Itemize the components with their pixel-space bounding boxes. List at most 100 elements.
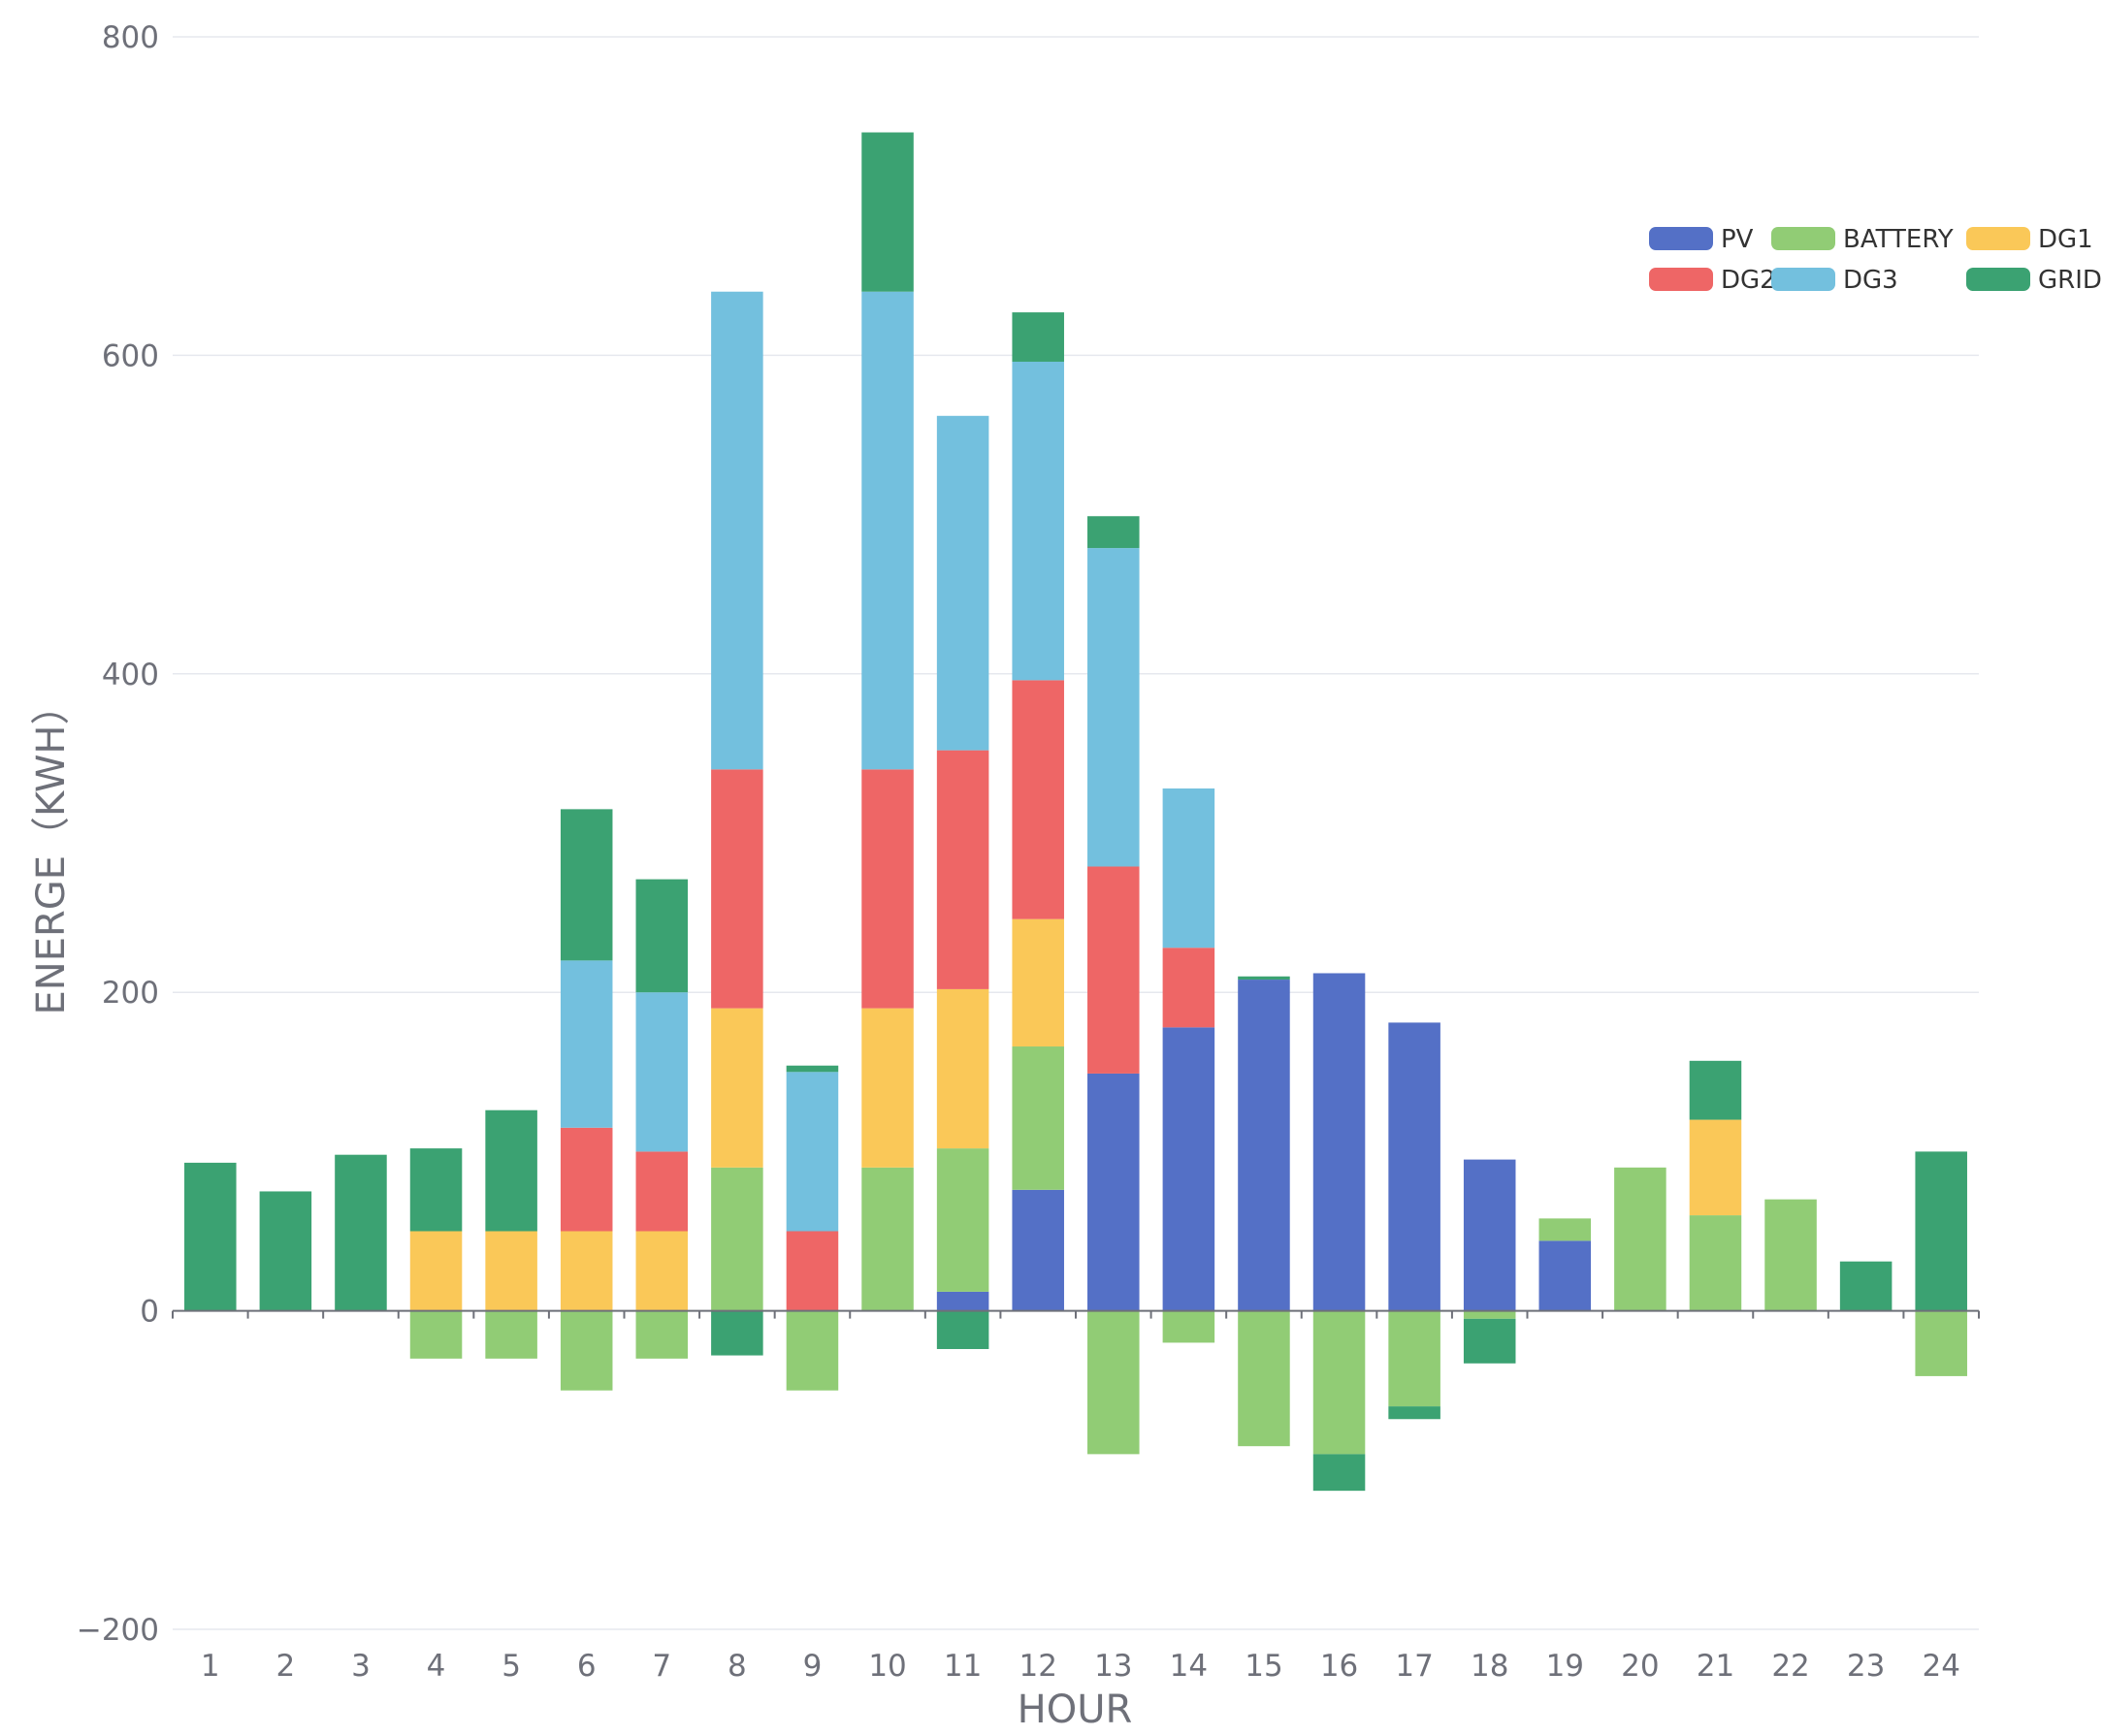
bar-battery-hour-14 (1162, 1310, 1215, 1343)
y-tick-label: 0 (140, 1295, 159, 1330)
bars (184, 132, 1967, 1492)
bar-battery-hour-19 (1538, 1218, 1592, 1241)
gridlines (173, 36, 1979, 1630)
bar-dg3-hour-11 (936, 415, 989, 751)
y-tick-label: −200 (77, 1613, 159, 1648)
bar-pv-hour-18 (1463, 1159, 1516, 1311)
x-tick-label: 7 (652, 1649, 671, 1684)
bar-grid-hour-15 (1238, 976, 1290, 981)
bar-battery-hour-13 (1087, 1310, 1140, 1455)
bar-battery-hour-17 (1388, 1310, 1440, 1407)
x-tick-label: 16 (1320, 1649, 1358, 1684)
x-tick-label: 17 (1395, 1649, 1433, 1684)
bar-battery-hour-11 (936, 1148, 989, 1292)
x-tick-label: 23 (1847, 1649, 1885, 1684)
bar-grid-hour-11 (936, 1310, 989, 1350)
bar-pv-hour-19 (1538, 1240, 1592, 1311)
bar-grid-hour-12 (1012, 312, 1064, 362)
x-tick-label: 2 (276, 1649, 296, 1684)
legend-swatch (1771, 268, 1835, 291)
bar-pv-hour-17 (1388, 1022, 1440, 1311)
bar-dg2-hour-13 (1087, 866, 1140, 1074)
bar-battery-hour-8 (711, 1167, 763, 1311)
x-tick-label: 13 (1094, 1649, 1132, 1684)
legend-label: GRID (2038, 266, 2102, 295)
bar-battery-hour-7 (635, 1310, 689, 1359)
bar-grid-hour-1 (184, 1162, 237, 1311)
bar-dg1-hour-21 (1689, 1119, 1742, 1216)
legend-label: BATTERY (1843, 225, 1954, 254)
x-tick-label: 14 (1170, 1649, 1208, 1684)
x-tick-label: 11 (944, 1649, 982, 1684)
x-tick-label: 8 (728, 1649, 747, 1684)
bar-battery-hour-21 (1689, 1215, 1742, 1311)
bar-dg1-hour-11 (936, 988, 989, 1149)
x-tick-label: 12 (1019, 1649, 1056, 1684)
x-tick-label: 3 (351, 1649, 371, 1684)
bar-grid-hour-17 (1388, 1406, 1440, 1420)
bar-dg1-hour-6 (560, 1231, 613, 1311)
bar-battery-hour-6 (560, 1310, 613, 1391)
bar-dg1-hour-12 (1012, 918, 1064, 1047)
x-tick-label: 18 (1471, 1649, 1508, 1684)
bar-dg3-hour-8 (711, 291, 763, 770)
bar-pv-hour-14 (1162, 1027, 1215, 1311)
x-tick-label: 22 (1771, 1649, 1809, 1684)
legend-swatch (1649, 227, 1713, 250)
bar-pv-hour-12 (1012, 1189, 1064, 1311)
x-tick-label: 4 (427, 1649, 446, 1684)
bar-grid-hour-21 (1689, 1060, 1742, 1120)
legend-swatch (1771, 227, 1835, 250)
y-tick-label: 600 (102, 338, 159, 373)
bar-grid-hour-18 (1463, 1318, 1516, 1364)
bar-grid-hour-3 (335, 1154, 387, 1311)
legend-item-battery[interactable]: BATTERY (1771, 225, 1954, 254)
bar-dg2-hour-9 (786, 1231, 839, 1311)
bar-grid-hour-13 (1087, 516, 1140, 549)
bar-battery-hour-5 (485, 1310, 537, 1359)
y-tick-label: 200 (102, 976, 159, 1011)
legend-item-dg1[interactable]: DG1 (1966, 225, 2093, 254)
bar-battery-hour-15 (1238, 1310, 1290, 1447)
bar-grid-hour-23 (1839, 1261, 1893, 1311)
legend-item-grid[interactable]: GRID (1966, 266, 2102, 295)
y-axis-title: ENERGE（KWH） (29, 687, 74, 1015)
bar-dg3-hour-6 (560, 960, 613, 1128)
bar-dg1-hour-5 (485, 1231, 537, 1311)
bar-grid-hour-6 (560, 809, 613, 961)
legend-item-dg2[interactable]: DG2 (1649, 266, 1776, 295)
bar-grid-hour-9 (786, 1065, 839, 1073)
legend-label: DG2 (1721, 266, 1776, 295)
x-tick-label: 15 (1245, 1649, 1282, 1684)
bar-battery-hour-16 (1312, 1310, 1366, 1455)
legend-item-pv[interactable]: PV (1649, 225, 1754, 254)
x-tick-label: 5 (501, 1649, 521, 1684)
legend: PV BATTERY DG1 DG2 DG3 GRID (1649, 225, 2102, 295)
bar-grid-hour-5 (485, 1109, 537, 1232)
bar-dg1-hour-7 (635, 1231, 689, 1311)
bar-battery-hour-24 (1915, 1310, 1967, 1376)
x-axis-title: HOUR (1018, 1688, 1133, 1732)
bar-battery-hour-10 (861, 1167, 914, 1311)
bar-grid-hour-24 (1915, 1151, 1967, 1311)
x-tick-label: 10 (868, 1649, 906, 1684)
bar-grid-hour-7 (635, 879, 689, 993)
bar-dg1-hour-10 (861, 1008, 914, 1168)
bar-pv-hour-11 (936, 1291, 989, 1311)
bar-battery-hour-4 (409, 1310, 463, 1359)
legend-item-dg3[interactable]: DG3 (1771, 266, 1898, 295)
x-tick-label: 19 (1546, 1649, 1584, 1684)
x-tick-label: 9 (803, 1649, 823, 1684)
x-tick-label: 24 (1922, 1649, 1959, 1684)
bar-grid-hour-8 (711, 1310, 763, 1356)
bar-pv-hour-16 (1312, 973, 1366, 1311)
bar-dg2-hour-11 (936, 750, 989, 989)
x-tick-label: 21 (1697, 1649, 1734, 1684)
legend-label: PV (1721, 225, 1754, 254)
x-tick-label: 1 (201, 1649, 220, 1684)
bar-battery-hour-20 (1614, 1167, 1666, 1311)
x-tick-label: 20 (1621, 1649, 1659, 1684)
bar-dg3-hour-7 (635, 992, 689, 1152)
bar-grid-hour-16 (1312, 1454, 1366, 1492)
